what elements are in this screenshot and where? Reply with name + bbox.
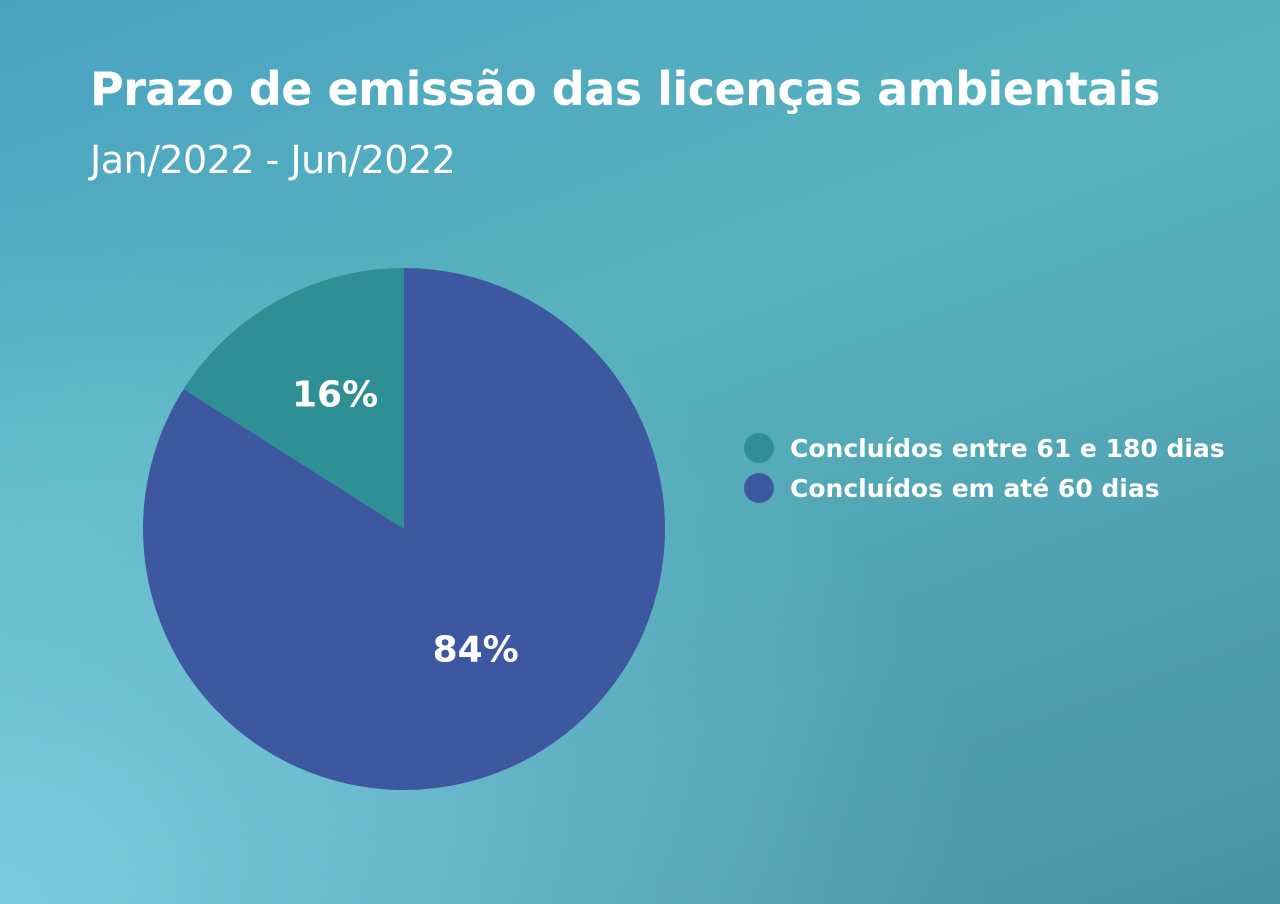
legend-item-61-180: Concluídos entre 61 e 180 dias — [744, 428, 1225, 468]
legend: Concluídos entre 61 e 180 dias Concluído… — [744, 428, 1225, 508]
legend-label-ate-60: Concluídos em até 60 dias — [790, 474, 1160, 503]
slice-label-61-180: 16% — [292, 374, 378, 415]
legend-swatch-61-180 — [744, 433, 774, 463]
legend-item-ate-60: Concluídos em até 60 dias — [744, 468, 1225, 508]
slice-label-ate-60: 84% — [433, 629, 519, 670]
legend-label-61-180: Concluídos entre 61 e 180 dias — [790, 434, 1225, 463]
legend-swatch-ate-60 — [744, 473, 774, 503]
